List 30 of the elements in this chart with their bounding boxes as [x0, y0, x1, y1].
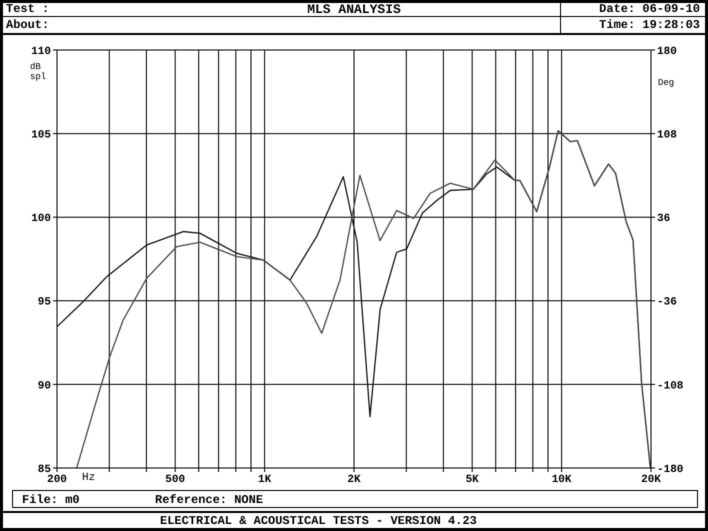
y-tick-label: 90 — [38, 380, 51, 392]
y-tick-label: 85 — [38, 464, 52, 476]
y-tick-label: 100 — [31, 213, 51, 226]
x-tick-label: 10K — [552, 474, 572, 486]
text: File: m0 — [22, 493, 80, 507]
text: Test : — [6, 2, 50, 16]
chart-title: MLS ANALYSIS — [307, 2, 401, 17]
y2-axis-title: Deg — [658, 78, 674, 88]
y2-tick-label: 36 — [657, 213, 670, 226]
y-tick-label: 110 — [31, 46, 51, 58]
text: Time: 19:28:03 — [599, 18, 700, 32]
y2-tick-label: -108 — [657, 380, 684, 392]
y2-tick-label: 180 — [657, 46, 677, 58]
y2-tick-label: -180 — [657, 464, 684, 476]
x-tick-label: 2K — [347, 474, 361, 486]
x-tick-label: 5K — [466, 474, 480, 486]
text: Date: 06-09-10 — [599, 2, 700, 16]
text: Reference: NONE — [155, 493, 264, 507]
y-axis-title: dB spl — [30, 62, 48, 82]
text: About: — [6, 18, 50, 32]
text: ELECTRICAL & ACOUSTICAL TESTS - VERSION 4.23 — [160, 514, 477, 528]
y-tick-label: 105 — [31, 130, 52, 142]
x-axis-title: Hz — [82, 472, 96, 484]
x-tick-label: 200 — [47, 474, 67, 486]
y2-tick-label: 108 — [657, 130, 678, 142]
x-tick-label: 1K — [258, 474, 272, 486]
x-tick-label: 500 — [165, 474, 186, 486]
y-tick-label: 95 — [38, 296, 52, 309]
x-tick-label: 20K — [641, 474, 662, 486]
y2-tick-label: -36 — [657, 296, 677, 309]
